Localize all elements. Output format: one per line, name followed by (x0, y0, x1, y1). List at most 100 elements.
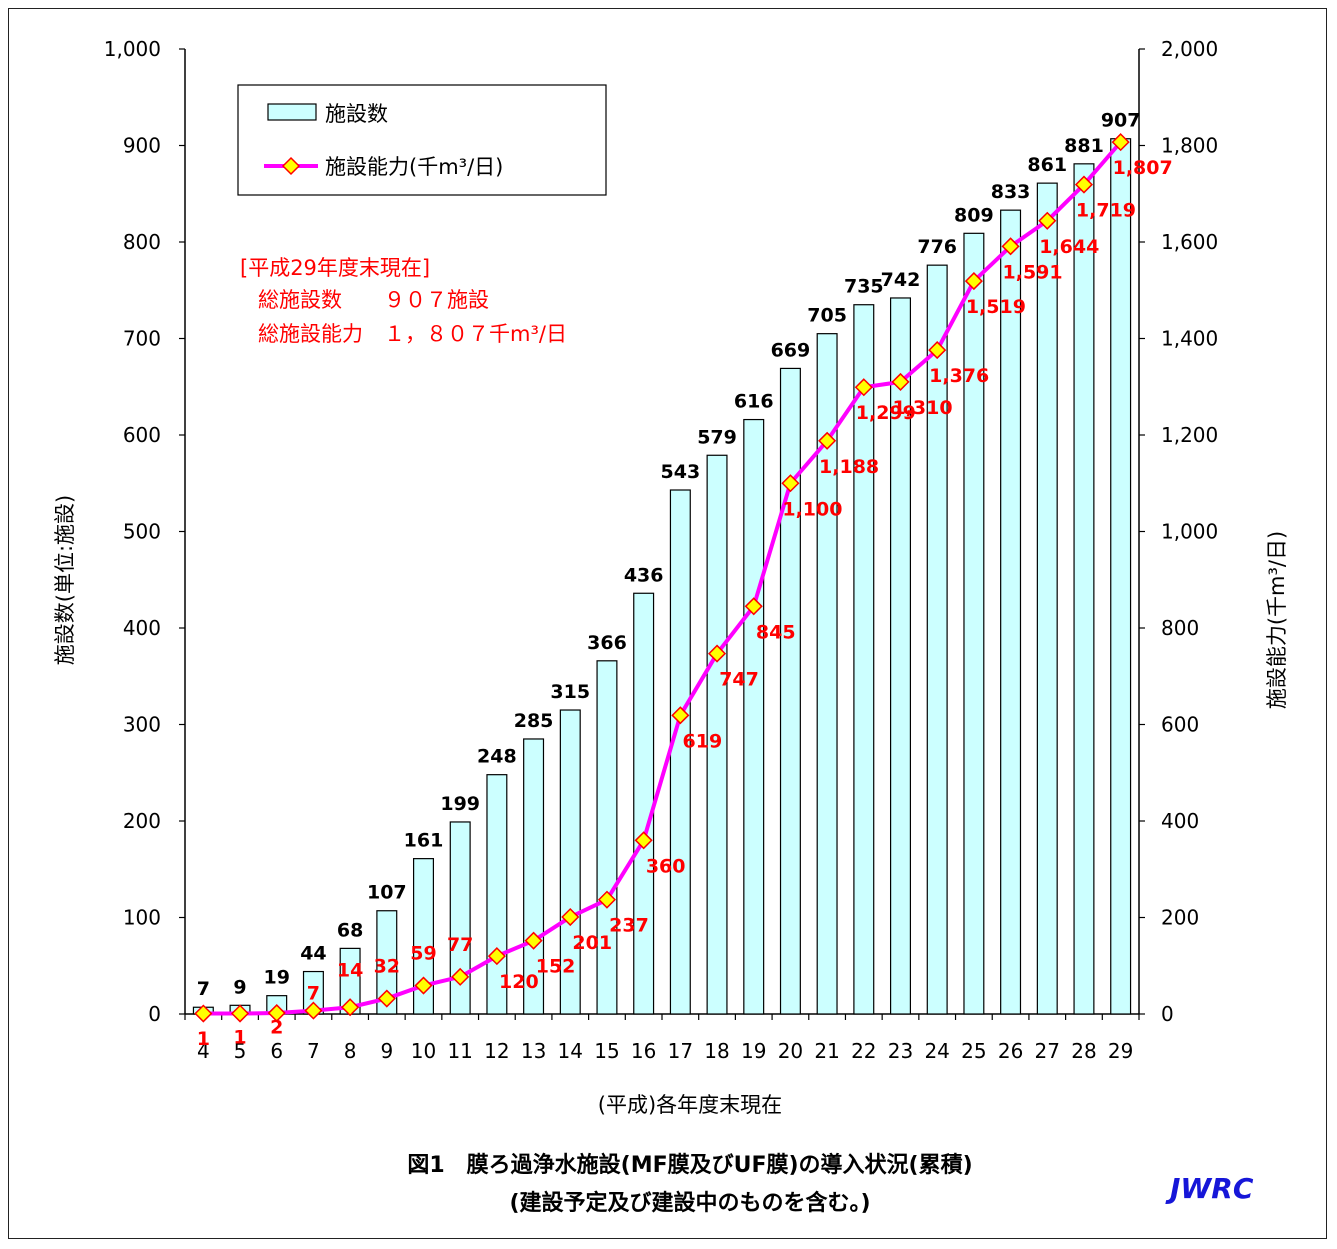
axes-layer: 0 100 200 300 400 500 600 700 800 900 1,000 0 200 400… (104, 37, 1219, 1063)
x-tick-label: 5 (234, 1039, 247, 1063)
capacity-value-label: 1,591 (1003, 261, 1063, 283)
legend-bar-swatch (267, 103, 317, 121)
figure-frame (8, 8, 1327, 1239)
capacity-marker (1001, 237, 1020, 256)
capacity-value-label: 77 (447, 934, 473, 956)
bar-value-label: 669 (771, 339, 811, 361)
y-right-tick-label: 600 (1161, 713, 1199, 737)
x-tick-label: 20 (778, 1039, 803, 1063)
legend-bar-label: 施設数 (325, 102, 388, 126)
bar (743, 418, 765, 1015)
bar (596, 660, 618, 1015)
labels-layer: 7 9 19446810716119924828531536643654357961… (197, 110, 1173, 1050)
y-right-tick-label: 1,000 (1161, 520, 1218, 544)
capacity-marker (634, 831, 653, 850)
bar (376, 910, 398, 1015)
bar-value-label: 907 (1101, 110, 1141, 132)
capacity-marker (1111, 133, 1130, 152)
bar-value-label: 861 (1027, 154, 1067, 176)
capacity-marker (304, 1001, 323, 1020)
annotation-line-2: 総施設数 ９０７施設 (258, 288, 489, 312)
bar-value-label: 579 (697, 426, 737, 448)
capacity-marker (964, 272, 983, 291)
bar (926, 264, 948, 1015)
bar-value-label: 616 (734, 391, 774, 413)
capacity-value-label: 619 (683, 730, 723, 752)
bar-value-label: 199 (440, 793, 480, 815)
y-right-tick-label: 1,600 (1161, 230, 1218, 254)
bar-value-label: 436 (624, 564, 664, 586)
y-right-tick-label: 1,200 (1161, 423, 1218, 447)
bar (1073, 163, 1095, 1015)
capacity-marker (891, 372, 910, 391)
bar-value-label: 833 (991, 181, 1031, 203)
x-tick-label: 24 (924, 1039, 949, 1063)
bar (559, 709, 581, 1015)
y-left-tick-label: 300 (123, 713, 161, 737)
bar-value-label: 543 (661, 461, 701, 483)
capacity-marker (781, 474, 800, 493)
capacity-value-label: 1,100 (782, 498, 842, 520)
legend-box (237, 84, 607, 196)
y-right-tick-label: 2,000 (1161, 37, 1218, 61)
legend-line-marker (281, 156, 301, 176)
caption-line-2: (建設予定及び建設中のものを含む。) (509, 1190, 870, 1216)
bar (449, 821, 471, 1015)
x-tick-label: 7 (307, 1039, 320, 1063)
annotation-line-1: [平成29年度末現在] (240, 256, 430, 280)
capacity-value-label: 237 (609, 915, 649, 937)
x-tick-label: 17 (668, 1039, 693, 1063)
bars-layer (192, 138, 1132, 1015)
bar (1110, 138, 1132, 1015)
x-tick-label: 28 (1071, 1039, 1096, 1063)
annotation-line-3: 総施設能力 １，８０７千m³/日 (258, 322, 567, 346)
bar-value-label: 107 (367, 882, 407, 904)
capacity-value-label: 7 (307, 983, 320, 1005)
y-left-tick-label: 900 (123, 134, 161, 158)
bar-value-label: 366 (587, 632, 627, 654)
bar (633, 592, 655, 1015)
capacity-marker (744, 597, 763, 616)
x-tick-label: 10 (411, 1039, 436, 1063)
bar (523, 738, 545, 1015)
x-tick-label: 22 (851, 1039, 876, 1063)
capacity-marker (671, 706, 690, 725)
y-axis-right-label: 施設能力(千m³/日) (1265, 531, 1289, 709)
bar-value-label: 19 (264, 967, 290, 989)
capacity-marker (854, 378, 873, 397)
line-layer (194, 133, 1130, 1023)
capacity-value-label: 1,299 (856, 402, 916, 424)
capacity-value-label: 2 (270, 1017, 283, 1039)
capacity-value-label: 1,310 (892, 397, 952, 419)
legend-line-label: 施設能力(千m³/日) (325, 155, 503, 179)
bar-value-label: 881 (1064, 135, 1104, 157)
summary-annotation: [平成29年度末現在] 総施設数 ９０７施設 総施設能力 １，８０７千m³/日 (240, 256, 567, 346)
bar-value-label: 9 (233, 976, 246, 998)
x-tick-label: 9 (380, 1039, 393, 1063)
bar-value-label: 44 (300, 943, 326, 965)
y-left-tick-label: 700 (123, 327, 161, 351)
capacity-marker (1038, 211, 1057, 230)
capacity-value-label: 747 (719, 669, 759, 691)
y-axis-left-label: 施設数(単位:施設) (53, 495, 77, 665)
bar (963, 232, 985, 1015)
capacity-marker (597, 890, 617, 909)
capacity-marker (414, 976, 433, 995)
caption-line-1: 図1 膜ろ過浄水施設(MF膜及びUF膜)の導入状況(累積) (407, 1152, 972, 1178)
capacity-marker (487, 947, 506, 966)
y-right-tick-label: 1,800 (1161, 134, 1218, 158)
bar-value-label: 742 (881, 269, 921, 291)
capacity-value-label: 32 (374, 956, 400, 978)
x-tick-label: 4 (197, 1039, 210, 1063)
y-left-tick-label: 600 (123, 423, 161, 447)
x-tick-label: 19 (741, 1039, 766, 1063)
capacity-value-label: 1,188 (819, 456, 879, 478)
y-right-tick-label: 200 (1161, 906, 1199, 930)
y-right-tick-label: 1,400 (1161, 327, 1218, 351)
bar-value-label: 809 (954, 204, 994, 226)
x-tick-label: 25 (961, 1039, 986, 1063)
x-tick-label: 6 (270, 1039, 283, 1063)
y-right-tick-label: 800 (1161, 616, 1199, 640)
bar-value-label: 776 (917, 236, 957, 258)
